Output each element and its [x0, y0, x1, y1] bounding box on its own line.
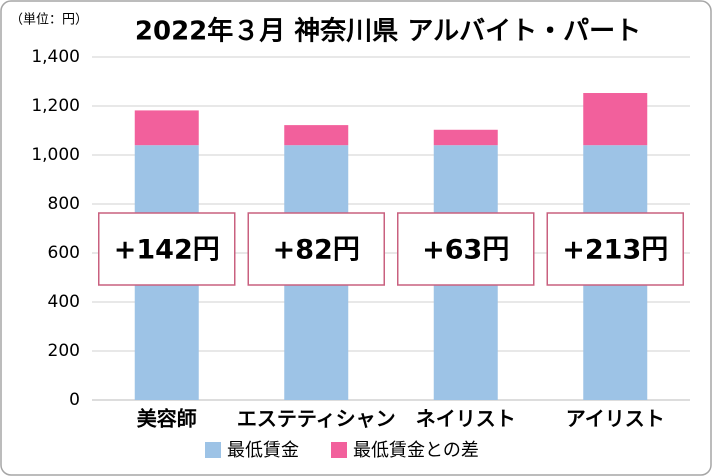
y-tick-label: 800: [48, 194, 80, 214]
bar-segment: [433, 129, 498, 146]
legend-swatch: [205, 442, 221, 458]
value-label-box: [98, 212, 236, 286]
value-label-box: [247, 212, 385, 286]
bar-segment: [583, 93, 648, 146]
bar-segment: [134, 110, 199, 146]
y-tick-label: 1,200: [31, 96, 80, 116]
y-tick-label: 200: [48, 341, 80, 361]
value-label: +213円: [562, 235, 668, 266]
value-label: +63円: [422, 235, 509, 266]
y-tick-label: 0: [69, 390, 80, 410]
legend-label: 最低賃金: [227, 440, 299, 461]
y-tick-label: 400: [48, 292, 80, 312]
x-tick-label: 美容師: [137, 407, 197, 431]
y-tick-label: 1,400: [31, 47, 80, 67]
x-tick-label: ネイリスト: [416, 407, 516, 431]
legend-label: 最低賃金との差: [353, 440, 479, 461]
x-tick-label: エステティシャン: [237, 407, 396, 431]
unit-label: （単位：円）: [10, 12, 88, 28]
value-label-box: [546, 212, 684, 286]
value-label: +142円: [114, 235, 220, 266]
chart-title: 2022年３月 神奈川県 アルバイト・パート: [135, 16, 641, 47]
bar-segment: [284, 125, 349, 146]
x-tick-label: アイリスト: [566, 407, 665, 431]
y-tick-label: 1,000: [31, 145, 80, 165]
value-label: +82円: [273, 235, 360, 266]
legend-swatch: [331, 442, 347, 458]
y-tick-label: 600: [48, 243, 80, 263]
value-label-box: [397, 212, 535, 286]
